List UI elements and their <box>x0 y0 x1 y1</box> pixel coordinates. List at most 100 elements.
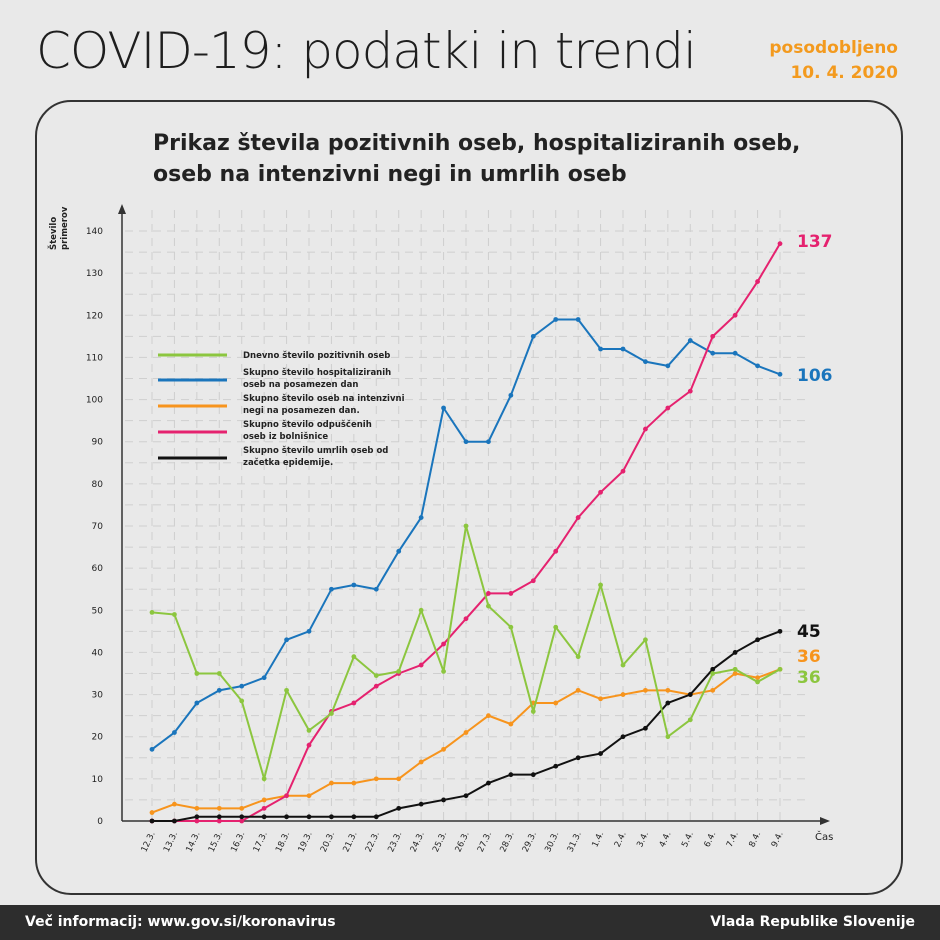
data-point <box>575 317 581 322</box>
x-tick-label: 4.4. <box>658 830 674 849</box>
x-tick-label: 1.4. <box>590 830 606 849</box>
legend-label: Dnevno število pozitivnih oseb <box>243 350 390 361</box>
x-tick-label: 5.4. <box>680 830 696 849</box>
data-point <box>284 814 289 820</box>
x-tick-label: 25.3. <box>431 830 449 854</box>
chart-title: Prikaz števila pozitivnih oseb, hospital… <box>153 131 801 187</box>
footer-org: Vlada Republike Slovenije <box>710 914 915 930</box>
data-point <box>216 687 222 693</box>
data-point <box>216 671 222 676</box>
end-value-label: 106 <box>797 366 833 386</box>
end-value-label: 45 <box>797 622 821 642</box>
data-point <box>530 578 536 584</box>
data-point <box>553 763 559 769</box>
data-point <box>486 713 491 719</box>
y-tick-label: 80 <box>92 480 104 490</box>
data-point <box>777 666 783 672</box>
data-point <box>306 814 312 820</box>
data-point <box>396 548 402 554</box>
data-point <box>665 363 671 369</box>
data-point <box>396 668 402 674</box>
data-point <box>306 793 312 799</box>
data-point <box>306 628 312 634</box>
data-point <box>530 772 536 778</box>
data-point <box>418 662 424 668</box>
data-point <box>486 591 491 596</box>
data-point <box>418 801 424 807</box>
data-point <box>598 489 603 495</box>
y-tick-label: 140 <box>86 227 103 237</box>
legend-label: Skupno število hospitaliziranih <box>243 367 391 378</box>
x-tick-label: 13.3. <box>162 830 180 854</box>
data-point <box>508 772 514 778</box>
x-tick-label: 29.3. <box>521 830 539 854</box>
data-point <box>575 687 581 693</box>
footer-info-link[interactable]: Več informacij: www.gov.si/koronavirus <box>25 914 336 930</box>
data-point <box>732 350 738 356</box>
data-point <box>441 797 446 803</box>
data-point <box>732 650 738 655</box>
data-point <box>643 687 648 693</box>
footer-bar: Več informacij: www.gov.si/koronavirus V… <box>0 905 940 940</box>
data-point <box>598 751 603 756</box>
data-point <box>620 468 626 474</box>
data-point <box>643 359 648 365</box>
data-point <box>710 671 716 676</box>
data-point <box>351 780 357 786</box>
x-tick-label: 23.3. <box>386 830 404 854</box>
data-point <box>486 439 491 445</box>
data-point <box>530 333 536 339</box>
x-tick-label: 27.3. <box>476 830 494 854</box>
data-point <box>373 683 379 689</box>
data-point <box>732 312 738 318</box>
x-tick-label: 8.4. <box>747 830 763 849</box>
y-tick-label: 30 <box>92 691 104 701</box>
data-point <box>665 700 671 706</box>
data-point <box>351 582 357 588</box>
legend-label: Skupno število oseb na intenzivni <box>243 393 405 404</box>
data-point <box>239 805 245 811</box>
data-point <box>486 603 491 609</box>
data-point <box>351 814 357 820</box>
data-point <box>777 628 783 634</box>
data-point <box>553 700 559 706</box>
data-point <box>261 675 267 681</box>
x-tick-label: 30.3. <box>543 830 561 854</box>
data-point <box>373 776 379 782</box>
x-tick-label: 24.3. <box>409 830 427 854</box>
y-axis-title: primerov <box>60 206 70 250</box>
x-tick-label: 17.3. <box>252 830 270 854</box>
data-point <box>732 666 738 672</box>
data-point <box>620 662 626 668</box>
data-point <box>553 548 559 554</box>
data-point <box>261 776 267 782</box>
data-point <box>665 687 671 693</box>
y-axis-arrow-icon <box>118 204 126 214</box>
data-point <box>284 687 289 693</box>
data-point <box>418 515 424 520</box>
x-tick-label: 7.4. <box>725 830 741 849</box>
x-tick-label: 6.4. <box>703 830 719 849</box>
y-tick-label: 20 <box>92 733 104 743</box>
x-tick-label: 2.4. <box>613 830 629 849</box>
x-tick-label: 21.3. <box>341 830 359 854</box>
data-point <box>149 810 155 815</box>
data-point <box>261 805 267 811</box>
data-point <box>373 814 379 820</box>
x-tick-label: 15.3. <box>207 830 225 854</box>
data-point <box>373 586 379 592</box>
data-point <box>687 692 693 697</box>
data-point <box>329 586 334 592</box>
page-title: COVID-19: podatki in trendi <box>36 22 697 80</box>
data-point <box>306 727 312 733</box>
x-tick-label: 20.3. <box>319 830 337 854</box>
data-point <box>687 388 693 394</box>
data-point <box>665 734 671 740</box>
x-tick-label: 3.4. <box>635 830 651 849</box>
legend-label: začetka epidemije. <box>243 457 333 468</box>
data-point <box>553 624 559 630</box>
x-tick-label: 19.3. <box>297 830 315 854</box>
data-point <box>172 801 177 807</box>
x-tick-label: 26.3. <box>454 830 472 854</box>
data-point <box>687 717 693 723</box>
